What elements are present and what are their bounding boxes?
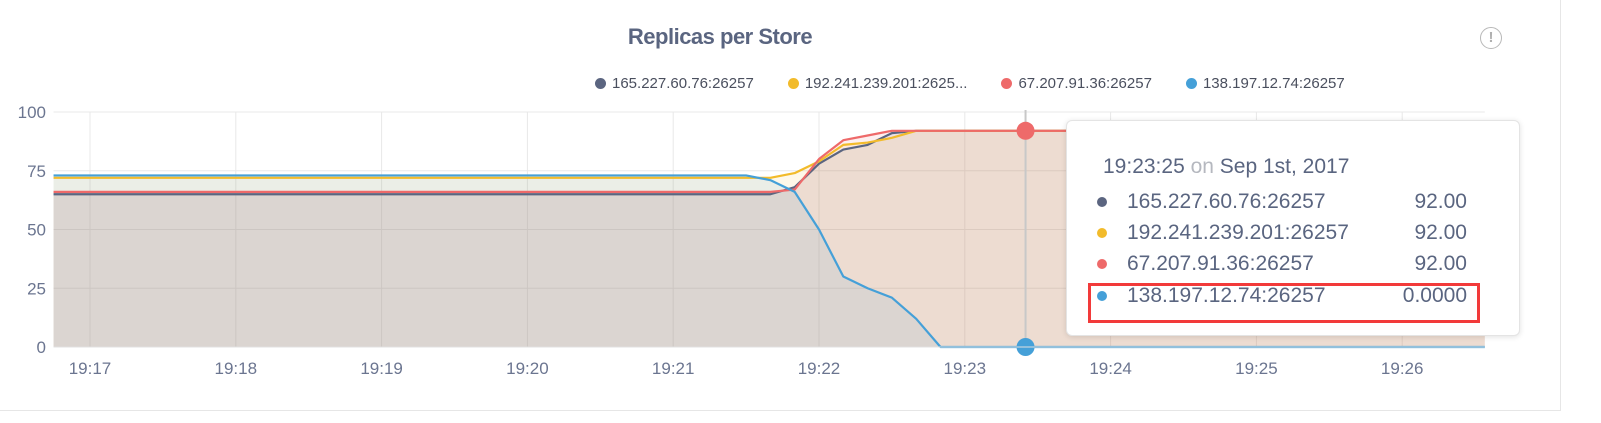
legend-item[interactable]: 165.227.60.76:26257 (595, 75, 754, 92)
tooltip-dot (1097, 197, 1107, 207)
legend-label: 67.207.91.36:26257 (1018, 75, 1152, 92)
tooltip-dot (1097, 291, 1107, 301)
x-tick-label: 19:18 (215, 359, 258, 378)
tooltip-label: 165.227.60.76:26257 (1127, 190, 1326, 213)
y-tick-label: 25 (27, 279, 46, 298)
tooltip-time: 19:23:25 (1103, 155, 1185, 178)
tooltip-label: 67.207.91.36:26257 (1127, 252, 1314, 275)
tooltip-on: on (1190, 155, 1214, 178)
highlight-box (1088, 283, 1480, 323)
x-tick-label: 19:17 (69, 359, 112, 378)
legend-dot (595, 78, 606, 89)
x-tick-label: 19:20 (506, 359, 549, 378)
legend-label: 138.197.12.74:26257 (1202, 75, 1345, 92)
hover-tooltip: 19:23:25 on Sep 1st, 2017 165.227.60.76:… (1066, 120, 1520, 336)
tooltip-label: 192.241.239.201:26257 (1127, 221, 1349, 244)
tooltip-value: 0.0000 (1402, 284, 1467, 307)
tooltip-row: 165.227.60.76:26257 92.00 (1097, 187, 1467, 217)
legend-item[interactable]: 192.241.239.201:2625... (787, 75, 968, 92)
tooltip-value: 92.00 (1414, 221, 1467, 244)
chart-panel (0, 0, 1561, 411)
legend-label: 165.227.60.76:26257 (612, 75, 754, 92)
legend-dot (1001, 78, 1013, 89)
x-tick-label: 19:25 (1235, 359, 1278, 378)
tooltip-row: 138.197.12.74:26257 0.0000 (1097, 281, 1467, 311)
legend-item[interactable]: 67.207.91.36:26257 (1001, 75, 1152, 92)
legend-item[interactable]: 138.197.12.74:26257 (1185, 75, 1345, 92)
x-tick-label: 19:24 (1089, 359, 1132, 378)
chart-title: Replicas per Store (627, 24, 813, 49)
x-tick-label: 19:19 (360, 359, 403, 378)
series-line (53, 129, 1485, 193)
legend-label: 192.241.239.201:2625... (804, 75, 968, 92)
series-line (53, 174, 1485, 349)
legend: 165.227.60.76:26257 192.241.239.201:2625… (595, 75, 1379, 92)
tooltip-date: Sep 1st, 2017 (1219, 155, 1350, 178)
x-tick-label: 19:26 (1381, 359, 1424, 378)
tooltip-value: 92.00 (1414, 252, 1467, 275)
tooltip-value: 92.00 (1414, 190, 1467, 213)
tooltip-label: 138.197.12.74:26257 (1127, 284, 1326, 307)
y-tick-label: 100 (18, 103, 46, 122)
legend-dot (1185, 78, 1197, 89)
tooltip-row: 67.207.91.36:26257 92.00 (1097, 249, 1467, 279)
y-tick-label: 0 (37, 338, 46, 357)
x-tick-label: 19:22 (798, 359, 841, 378)
tooltip-dot (1097, 259, 1107, 269)
y-tick-label: 75 (27, 162, 46, 181)
y-tick-label: 50 (27, 221, 46, 240)
tooltip-header: 19:23:25 on Sep 1st, 2017 (1103, 155, 1349, 179)
exclamation-circle-icon[interactable]: ! (1480, 27, 1502, 49)
x-tick-label: 19:23 (944, 359, 987, 378)
tooltip-dot (1097, 228, 1107, 238)
x-tick-label: 19:21 (652, 359, 695, 378)
series-area (53, 175, 1485, 347)
tooltip-row: 192.241.239.201:26257 92.00 (1097, 218, 1467, 248)
hover-point (1016, 121, 1035, 140)
legend-dot (787, 78, 799, 89)
